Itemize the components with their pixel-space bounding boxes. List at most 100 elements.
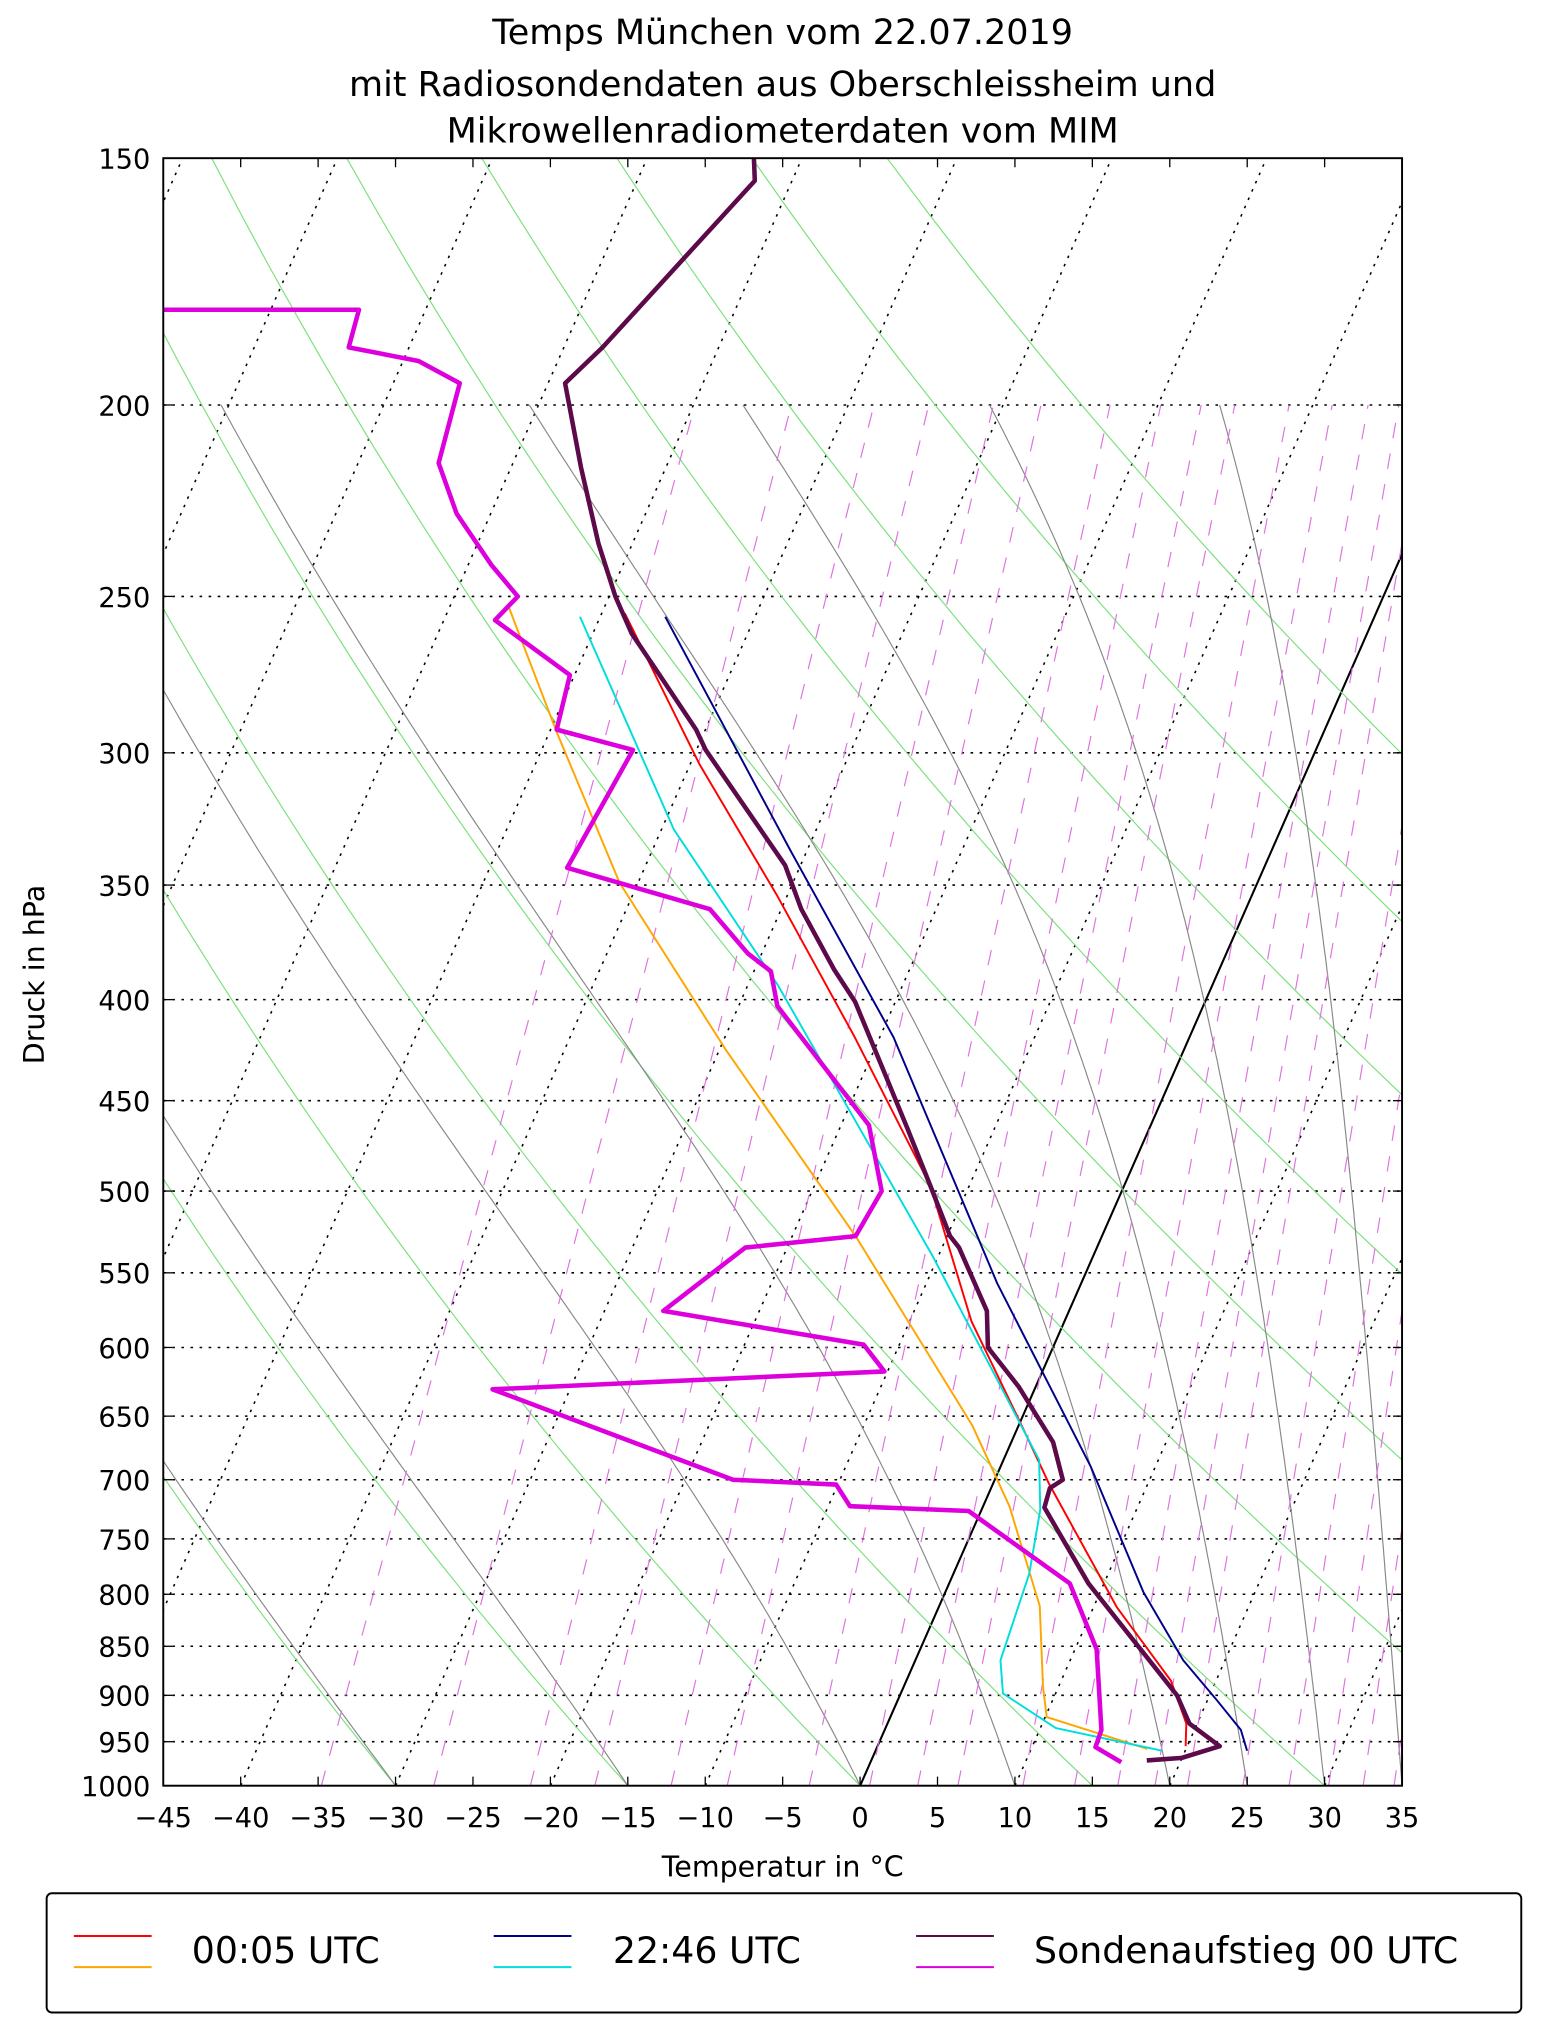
series-line	[664, 616, 1249, 1751]
x-tick-label: 35	[1385, 1803, 1420, 1834]
x-axis-label: Temperatur in °C	[661, 1850, 904, 1883]
series-line	[163, 307, 1123, 1765]
dry-adiabat-line	[163, 888, 861, 1786]
mixing-ratio-line	[1154, 404, 1400, 1786]
x-tick-label: −30	[367, 1803, 424, 1834]
y-tick-label: 400	[98, 986, 150, 1017]
legend: 00:05 UTC 22:46 UTC Sondenaufstieg 00 UTC	[45, 1892, 1523, 2014]
x-tick-label: −35	[289, 1803, 346, 1834]
dry-adiabat-line	[481, 158, 1403, 1275]
mixing-ratio-line	[1117, 404, 1369, 1786]
moist-adiabat-line	[989, 404, 1326, 1786]
y-tick-label: 350	[98, 871, 150, 902]
moist-adiabat-line	[1219, 404, 1403, 1786]
legend-label: 00:05 UTC	[192, 1929, 380, 1972]
mixing-ratio-line	[529, 404, 875, 1786]
x-tick-label: 5	[929, 1803, 946, 1834]
series-line	[562, 158, 1223, 1763]
isotherm-line	[1169, 1255, 1403, 1786]
x-tick-label: 0	[851, 1803, 868, 1834]
moist-adiabat-line	[163, 688, 861, 1786]
isotherm-line	[549, 158, 1268, 1786]
y-tick-label: 850	[98, 1633, 150, 1664]
axes: 1502002503003504004505005506006507007508…	[81, 145, 1419, 1835]
y-tick-label: 900	[98, 1682, 150, 1713]
moist-adiabat-line	[528, 404, 1171, 1786]
dry-adiabat-line	[346, 158, 1403, 1461]
dry-adiabat-line	[886, 158, 1403, 755]
dry-adiabat-line	[751, 158, 1403, 923]
x-tick-label: −45	[135, 1803, 192, 1834]
y-tick-label: 700	[98, 1466, 150, 1497]
y-tick-label: 650	[98, 1403, 150, 1434]
x-tick-label: −15	[599, 1803, 656, 1834]
chart-title-line-2: mit Radiosondendaten aus Oberschleisshei…	[349, 65, 1216, 105]
isotherm-line	[1323, 1607, 1403, 1786]
mixing-ratio-line	[1393, 1726, 1403, 1786]
mixing-ratio-line	[1362, 1523, 1403, 1786]
mixing-ratio-line	[1328, 1307, 1403, 1786]
x-tick-label: −10	[677, 1803, 734, 1834]
mixing-ratio-line	[433, 404, 792, 1786]
legend-box	[45, 1892, 1523, 2014]
isotherm-line	[1480, 158, 1542, 1786]
isotherm-line	[163, 158, 648, 1260]
dry-adiabat-line	[163, 607, 1093, 1786]
y-tick-label: 500	[98, 1177, 150, 1208]
isotherm-line	[394, 158, 1113, 1786]
isotherm-line	[163, 158, 493, 908]
x-tick-label: −20	[522, 1803, 579, 1834]
y-tick-label: 950	[98, 1728, 150, 1759]
mixing-ratio-line	[1470, 405, 1542, 1786]
series-line	[507, 606, 1148, 1750]
chart-title-line-3: Mikrowellenradiometerdaten vom MIM	[447, 112, 1119, 152]
mixing-ratio-line	[1186, 539, 1403, 1786]
legend-label: Sondenaufstieg 00 UTC	[1034, 1929, 1458, 1972]
x-tick-label: 30	[1307, 1803, 1342, 1834]
y-tick-label: 250	[98, 583, 150, 614]
y-tick-label: 150	[98, 145, 150, 176]
isotherm-line	[163, 158, 803, 1612]
isotherm-line	[704, 200, 1403, 1786]
y-tick-label: 200	[98, 391, 150, 422]
y-tick-label: 300	[98, 739, 150, 770]
mixing-ratio-line	[670, 404, 994, 1786]
moist-adiabat-line	[220, 404, 1016, 1786]
x-tick-label: −5	[763, 1803, 803, 1834]
mixing-ratio-line	[1288, 1075, 1403, 1786]
zero-isotherm-line	[859, 551, 1403, 1786]
x-tick-label: 10	[998, 1803, 1033, 1834]
dry-adiabat-line	[163, 1475, 397, 1786]
mixing-ratio-line	[1422, 405, 1542, 1786]
x-tick-label: −40	[212, 1803, 269, 1834]
moist-adiabat-line	[163, 1114, 629, 1786]
data-series	[163, 158, 1249, 1765]
y-tick-label: 1000	[81, 1772, 150, 1803]
mixing-ratio-line	[869, 404, 1162, 1786]
x-tick-label: 20	[1152, 1803, 1187, 1834]
isotherm-line	[240, 158, 958, 1786]
dry-adiabat-line	[163, 1177, 629, 1786]
series-line	[579, 616, 1163, 1752]
x-tick-label: −25	[444, 1803, 501, 1834]
mixing-ratio-line	[594, 404, 930, 1786]
y-tick-label: 450	[98, 1087, 150, 1118]
mixing-ratio-line	[957, 404, 1236, 1786]
moist-adiabat-line	[163, 1459, 397, 1786]
isotherm-line	[1014, 904, 1403, 1786]
dry-adiabat-line	[211, 158, 1403, 1654]
moist-adiabat-line	[742, 404, 1248, 1786]
y-tick-label: 800	[98, 1581, 150, 1612]
dry-adiabat-line	[163, 331, 1326, 1786]
x-tick-label: 25	[1230, 1803, 1265, 1834]
legend-label: 22:46 UTC	[613, 1929, 801, 1972]
dry-adiabat-line	[616, 158, 1403, 1096]
mixing-ratio-line	[320, 404, 696, 1786]
y-tick-label: 750	[98, 1525, 150, 1556]
chart-title-line-1: Temps München vom 22.07.2019	[491, 13, 1073, 53]
mixing-ratio-line	[1074, 404, 1333, 1786]
y-tick-label: 550	[98, 1259, 150, 1290]
mixing-ratio-line	[1242, 822, 1403, 1786]
y-tick-label: 600	[98, 1334, 150, 1365]
